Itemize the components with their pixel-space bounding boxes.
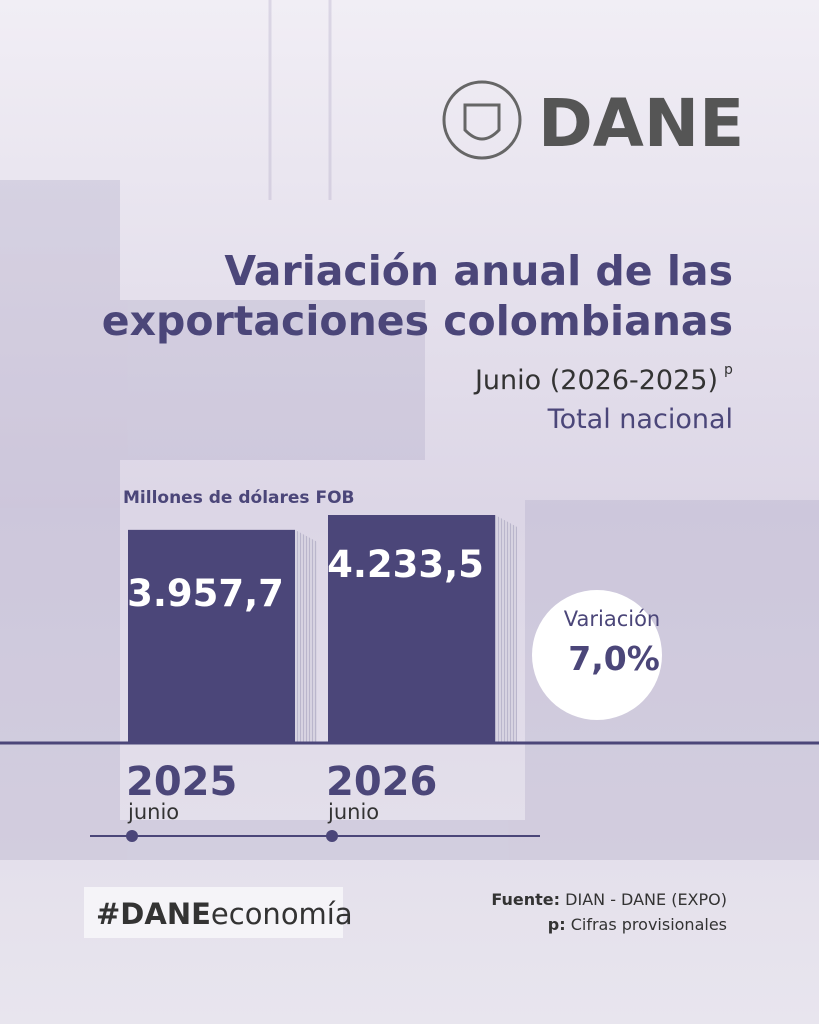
timeline-dot [126, 830, 138, 842]
note: p: Cifras provisionales [548, 915, 727, 934]
container-silhouettes [0, 0, 819, 860]
source-label: Fuente: [491, 890, 560, 909]
source-text: DIAN - DANE (EXPO) [565, 890, 727, 909]
logo: DANE [442, 80, 744, 162]
variation-label: Variación [564, 607, 660, 631]
hashtag-box [84, 887, 343, 938]
hashtag-bold: #DANE [96, 897, 211, 931]
timeline-dot [326, 830, 338, 842]
shield [463, 103, 501, 141]
variation-value: 7,0% [568, 639, 660, 678]
value-label: 4.233,5 [327, 543, 484, 586]
subtitle: Junio (2026-2025) [473, 365, 718, 396]
hashtag-rest: economía [211, 897, 353, 931]
x-tick-sublabel: junio [327, 800, 379, 824]
subtitle-note: p [724, 362, 733, 378]
source: Fuente: DIAN - DANE (EXPO) [491, 890, 727, 909]
title-line: Variación anual de las [224, 247, 733, 295]
bar-side [495, 515, 517, 743]
variation-circle [532, 590, 662, 720]
logo-text: DANE [538, 85, 744, 162]
coat-of-arms [442, 80, 522, 160]
title-line: exportaciones colombianas [102, 297, 733, 345]
hashtag: #DANEeconomía [96, 897, 353, 931]
bar [128, 529, 295, 743]
bars: 3.957,7 4.233,5 [127, 515, 517, 743]
note-text: Cifras provisionales [571, 915, 727, 934]
subtitle2: Total nacional [547, 404, 733, 435]
bar-side [295, 529, 317, 743]
bar [328, 515, 495, 743]
value-label: 3.957,7 [127, 572, 284, 615]
x-tick-sublabel: junio [127, 800, 179, 824]
x-tick-label: 2025 [126, 759, 237, 805]
x-tick-label: 2026 [326, 759, 437, 805]
note-label: p: [548, 915, 566, 934]
y-axis-label: Millones de dólares FOB [123, 488, 354, 508]
